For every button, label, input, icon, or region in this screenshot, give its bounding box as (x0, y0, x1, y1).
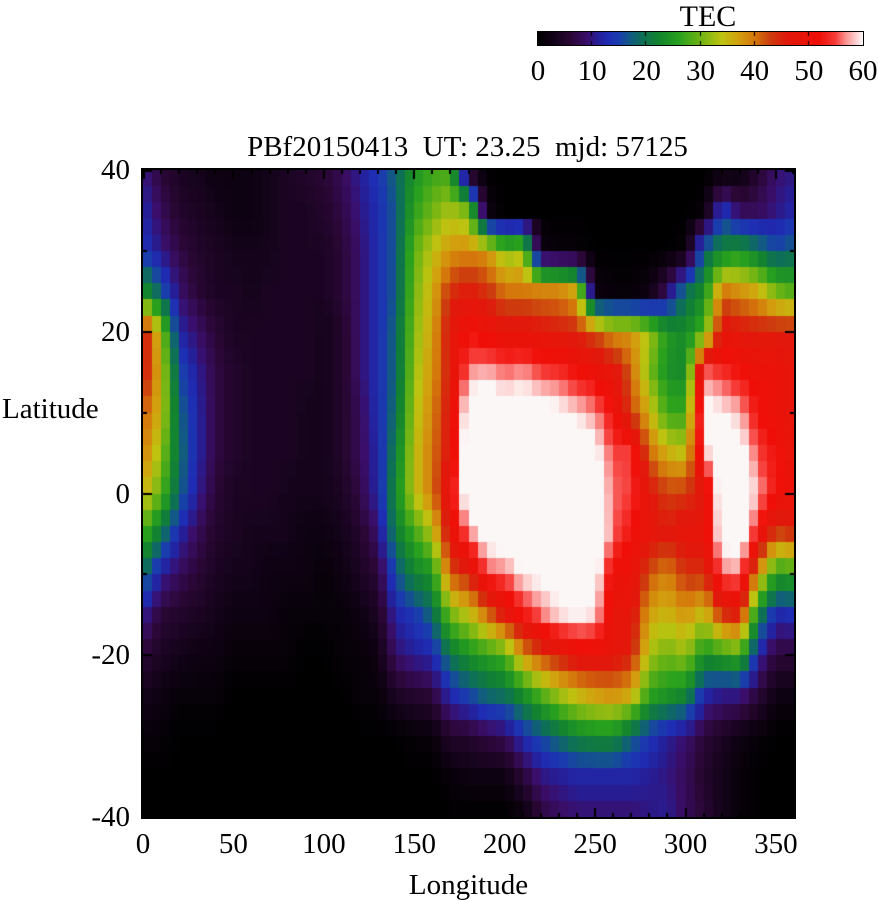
x-tick-label: 350 (754, 828, 798, 860)
colorbar-tick-label: 60 (848, 55, 878, 87)
y-tick-label: 0 (115, 477, 131, 510)
heatmap-plot-area (141, 168, 796, 819)
y-tick-label: -20 (91, 639, 130, 672)
y-tick-label: -40 (91, 801, 130, 833)
y-tick-label: 20 (101, 315, 130, 348)
colorbar-tick-label: 40 (740, 55, 770, 87)
colorbar-title: TEC (679, 0, 737, 33)
colorbar (537, 31, 864, 46)
colorbar-tick-label: 50 (794, 55, 824, 87)
colorbar-tick-label: 30 (686, 55, 715, 87)
colorbar-tick-label: 0 (530, 55, 546, 87)
colorbar-tick-label: 20 (631, 55, 661, 87)
plot-title: PBf20150413 UT: 23.25 mjd: 57125 (247, 131, 688, 163)
x-tick-label: 0 (135, 828, 151, 860)
tec-heatmap-canvas (143, 170, 794, 817)
x-tick-label: 150 (392, 828, 437, 860)
x-tick-label: 200 (482, 828, 527, 860)
x-tick-label: 300 (663, 828, 708, 860)
x-tick-label: 100 (302, 828, 346, 860)
x-tick-label: 250 (573, 828, 617, 860)
y-axis-label: Latitude (2, 393, 99, 425)
colorbar-tick-label: 10 (577, 55, 607, 87)
colorbar-gradient-canvas (538, 32, 863, 45)
x-tick-label: 50 (218, 828, 248, 860)
x-axis-label: Longitude (408, 869, 529, 900)
y-tick-label: 40 (101, 154, 130, 186)
